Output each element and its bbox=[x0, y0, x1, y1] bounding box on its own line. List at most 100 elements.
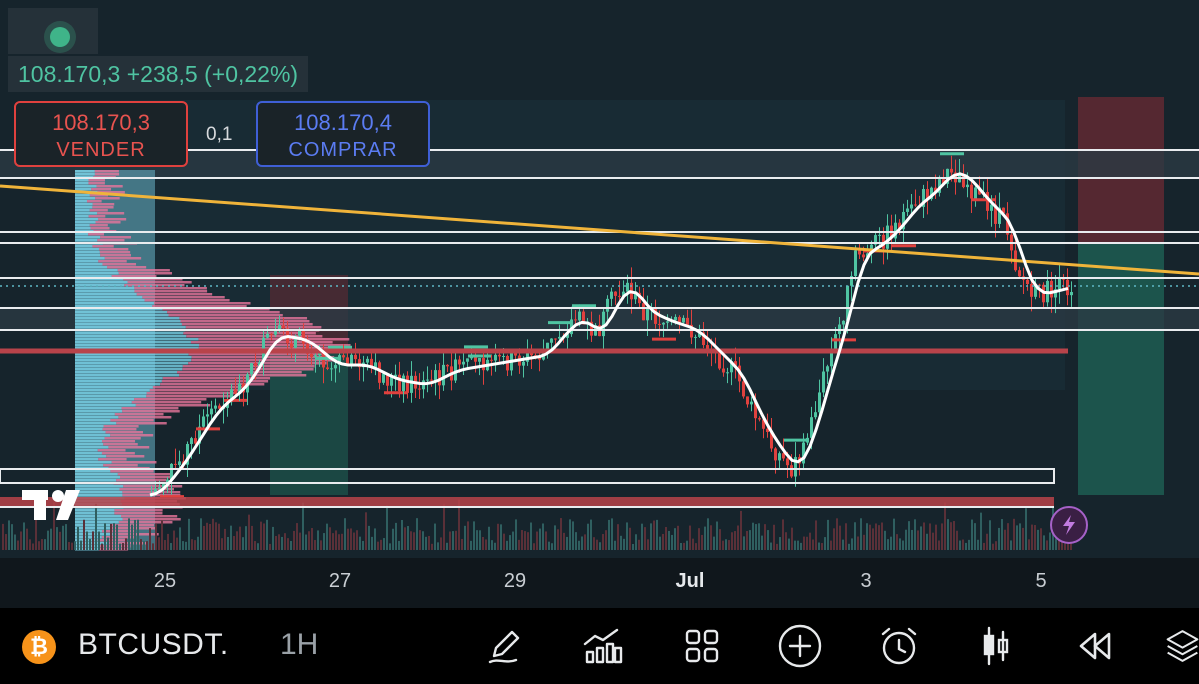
candle-body bbox=[974, 187, 977, 199]
volume-profile-row bbox=[75, 362, 189, 365]
candle-body bbox=[1030, 284, 1033, 297]
volume-profile-row bbox=[75, 455, 107, 458]
volume-bar bbox=[389, 543, 391, 550]
volume-profile-row bbox=[97, 191, 125, 194]
volume-bar bbox=[572, 521, 574, 550]
candle-body bbox=[266, 333, 269, 338]
volume-bar bbox=[785, 532, 787, 550]
candle-body bbox=[218, 405, 221, 409]
buy-button[interactable]: 108.170,4 COMPRAR bbox=[256, 101, 430, 167]
horizontal-levels[interactable] bbox=[0, 149, 1199, 508]
volume-bar bbox=[509, 535, 511, 550]
volume-profile-row bbox=[75, 173, 95, 176]
volume-bar bbox=[734, 531, 736, 550]
volume-bar bbox=[422, 531, 424, 550]
volume-profile-row bbox=[75, 278, 124, 281]
volume-bar bbox=[875, 523, 877, 550]
candle-body bbox=[330, 368, 333, 370]
candle-body bbox=[610, 291, 613, 299]
volume-bar bbox=[455, 530, 457, 550]
candle-body bbox=[802, 442, 805, 464]
volume-profile-row bbox=[161, 380, 269, 383]
volume-profile-row bbox=[75, 311, 168, 314]
price-change-readout: 108.170,3 +238,5 (+0,22%) bbox=[8, 56, 309, 92]
volume-bar bbox=[383, 538, 385, 550]
volume-profile-row bbox=[136, 293, 213, 296]
pencil-icon[interactable] bbox=[484, 608, 528, 684]
replay-icon[interactable] bbox=[1072, 608, 1118, 684]
volume-bar bbox=[71, 542, 73, 550]
sell-button[interactable]: 108.170,3 VENDER bbox=[14, 101, 188, 167]
volume-profile-row bbox=[118, 521, 173, 524]
volume-bar bbox=[638, 539, 640, 550]
candle-body bbox=[770, 432, 773, 449]
volume-bar bbox=[92, 531, 94, 550]
last-price: 108.170,3 bbox=[18, 61, 121, 87]
candle-body bbox=[234, 389, 237, 395]
bitcoin-icon[interactable]: ₿ bbox=[22, 630, 56, 664]
volume-bar bbox=[149, 528, 151, 550]
volume-bar bbox=[419, 530, 421, 550]
volume-profile-row bbox=[75, 287, 135, 290]
volume-bar bbox=[545, 531, 547, 550]
volume-bar bbox=[803, 536, 805, 550]
volume-bar bbox=[83, 519, 85, 550]
time-tick: 5 bbox=[1035, 570, 1047, 592]
price-chart[interactable]: 108.170,3 +238,5 (+0,22%) 108.170,3 VEND… bbox=[0, 0, 1199, 558]
volume-bar bbox=[584, 534, 586, 550]
trend-line[interactable] bbox=[0, 184, 1199, 276]
tradingview-logo[interactable] bbox=[22, 488, 88, 526]
volume-bar bbox=[248, 514, 250, 550]
volume-bar bbox=[542, 523, 544, 550]
symbol-ticker[interactable]: BTCUSDT. bbox=[78, 628, 229, 661]
volume-profile-row bbox=[75, 374, 180, 377]
volume-bar bbox=[50, 528, 52, 550]
volume-bar bbox=[680, 542, 682, 550]
volume-profile-row bbox=[75, 443, 104, 446]
volume-bar bbox=[371, 536, 373, 550]
volume-bar bbox=[767, 530, 769, 550]
volume-bar bbox=[764, 524, 766, 550]
volume-bar bbox=[602, 534, 604, 550]
candle-body bbox=[762, 419, 765, 429]
volume-bar bbox=[902, 540, 904, 550]
volume-bar bbox=[224, 528, 226, 550]
lightning-icon[interactable] bbox=[1050, 506, 1088, 544]
volume-bar bbox=[665, 527, 667, 550]
chart-canvas[interactable] bbox=[0, 0, 1199, 558]
volume-bar bbox=[80, 540, 82, 550]
volume-bar bbox=[560, 518, 562, 550]
volume-profile-row bbox=[105, 431, 143, 434]
volume-bar bbox=[527, 532, 529, 550]
volume-profile-row bbox=[75, 263, 103, 266]
volume-bar bbox=[254, 541, 256, 550]
layers-icon[interactable] bbox=[1166, 608, 1199, 684]
volume-bar bbox=[425, 536, 427, 550]
candle-body bbox=[346, 357, 349, 366]
candle-body bbox=[654, 308, 657, 324]
volume-profile-row bbox=[114, 413, 164, 416]
candle-style-icon[interactable] bbox=[976, 608, 1016, 684]
time-axis[interactable]: 25 27 29 Jul 3 5 bbox=[0, 558, 1199, 608]
volume-bar bbox=[515, 519, 517, 550]
candle-body bbox=[334, 365, 337, 369]
indicators-icon[interactable] bbox=[580, 608, 624, 684]
layouts-icon[interactable] bbox=[680, 608, 724, 684]
candle-body bbox=[734, 361, 737, 366]
alert-clock-icon[interactable] bbox=[876, 608, 922, 684]
volume-profile-row bbox=[75, 512, 115, 515]
candle-body bbox=[986, 192, 989, 211]
interval-selector[interactable]: 1H bbox=[280, 628, 319, 661]
volume-bar bbox=[53, 502, 55, 550]
candle-body bbox=[966, 184, 969, 188]
candle-body bbox=[886, 225, 889, 249]
volume-bar bbox=[983, 542, 985, 550]
add-icon[interactable] bbox=[776, 608, 824, 684]
volume-profile-row bbox=[118, 416, 172, 419]
volume-bar bbox=[536, 531, 538, 550]
candle-body bbox=[398, 374, 401, 392]
candle-body bbox=[166, 479, 169, 485]
volume-profile-row bbox=[75, 314, 169, 317]
volume-bar bbox=[695, 543, 697, 550]
volume-profile-row bbox=[116, 422, 167, 425]
